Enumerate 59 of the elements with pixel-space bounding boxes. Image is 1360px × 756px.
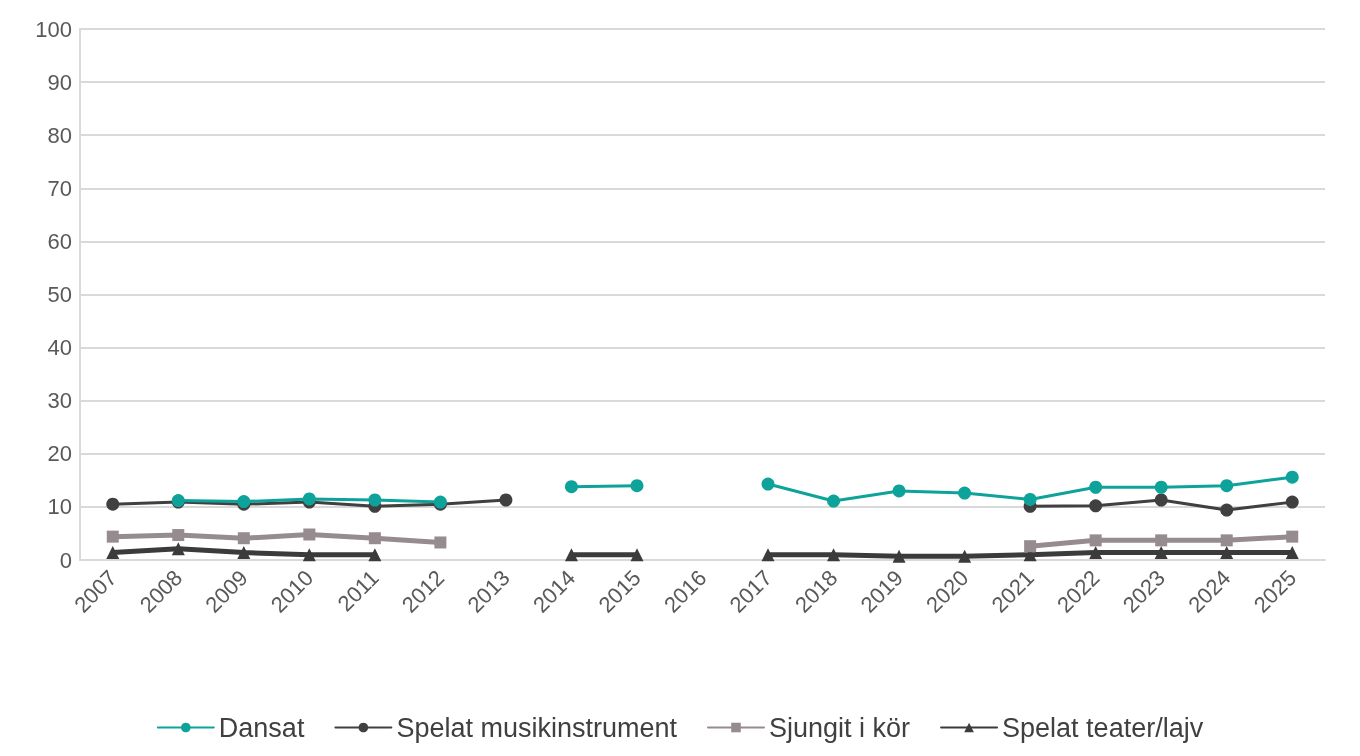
point: [106, 530, 119, 543]
y-tick-label: 20: [47, 441, 72, 467]
point: [1220, 503, 1234, 517]
point: [1285, 495, 1299, 509]
legend-label: Sjungit i kör: [768, 712, 911, 743]
point: [564, 548, 578, 562]
point: [434, 536, 447, 549]
point: [958, 486, 972, 500]
point: [827, 548, 841, 562]
point: [1024, 540, 1037, 553]
point: [368, 532, 381, 545]
point: [827, 494, 841, 508]
point: [237, 546, 251, 560]
point: [368, 548, 382, 562]
y-tick-label: 70: [47, 175, 72, 201]
point: [302, 548, 316, 562]
point: [892, 549, 906, 563]
point: [1285, 546, 1299, 560]
point: [106, 546, 120, 560]
legend-label: Spelat teater/lajv: [1002, 712, 1204, 743]
point: [1220, 546, 1234, 560]
point: [1220, 534, 1233, 547]
y-tick-label: 60: [47, 228, 72, 254]
y-tick-label: 30: [47, 388, 72, 414]
point: [1023, 492, 1037, 506]
y-tick-label: 0: [59, 547, 72, 573]
y-tick-label: 80: [47, 122, 72, 148]
point: [1154, 493, 1168, 507]
point: [1220, 479, 1234, 493]
point: [499, 493, 513, 507]
point: [1286, 530, 1299, 543]
legend-label: Dansat: [218, 712, 305, 743]
point: [630, 479, 644, 493]
point: [1089, 534, 1102, 547]
y-tick-label: 10: [47, 494, 72, 520]
point: [237, 532, 250, 545]
point: [630, 548, 644, 562]
point: [761, 477, 775, 491]
point: [958, 549, 972, 563]
point: [1089, 499, 1103, 513]
point: [564, 480, 578, 494]
y-tick-label: 40: [47, 335, 72, 361]
point: [761, 548, 775, 562]
point: [171, 542, 185, 556]
legend-label: Spelat musikinstrument: [396, 712, 678, 743]
point: [1155, 534, 1168, 547]
point: [1089, 546, 1103, 560]
point: [106, 497, 120, 511]
point: [172, 529, 185, 542]
y-tick-label: 100: [35, 16, 72, 42]
point: [1154, 546, 1168, 560]
point: [1285, 470, 1299, 484]
y-tick-label: 90: [47, 69, 72, 95]
point: [368, 493, 382, 507]
point: [1089, 480, 1103, 494]
point: [892, 484, 906, 498]
point: [1154, 480, 1168, 494]
y-tick-label: 50: [47, 282, 72, 307]
point: [303, 528, 316, 541]
